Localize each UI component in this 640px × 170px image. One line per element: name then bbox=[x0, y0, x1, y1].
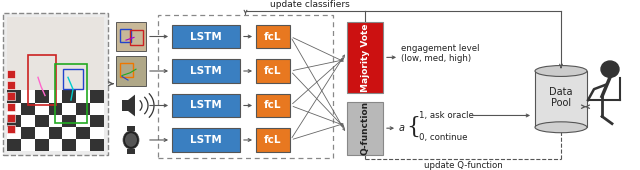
Text: Data
Pool: Data Pool bbox=[549, 87, 573, 108]
Bar bbox=[21, 139, 35, 151]
FancyBboxPatch shape bbox=[7, 16, 104, 151]
FancyBboxPatch shape bbox=[172, 128, 240, 152]
Bar bbox=[49, 139, 63, 151]
Text: fcL: fcL bbox=[264, 31, 282, 41]
Text: update Q-function: update Q-function bbox=[424, 161, 502, 170]
Bar bbox=[76, 103, 90, 115]
Ellipse shape bbox=[125, 133, 137, 147]
FancyBboxPatch shape bbox=[116, 22, 146, 51]
Bar bbox=[7, 127, 21, 139]
Bar bbox=[49, 115, 63, 127]
FancyBboxPatch shape bbox=[3, 13, 108, 155]
Bar bbox=[7, 139, 21, 151]
Bar bbox=[90, 103, 104, 115]
Bar bbox=[122, 100, 128, 111]
FancyBboxPatch shape bbox=[116, 56, 146, 86]
Bar bbox=[90, 139, 104, 151]
Bar bbox=[49, 90, 63, 103]
Bar bbox=[63, 103, 76, 115]
Bar bbox=[7, 103, 15, 111]
Bar bbox=[35, 90, 49, 103]
Bar bbox=[21, 103, 35, 115]
Bar bbox=[127, 126, 135, 131]
Circle shape bbox=[601, 61, 619, 77]
FancyBboxPatch shape bbox=[347, 22, 383, 93]
Text: fcL: fcL bbox=[264, 66, 282, 76]
Bar bbox=[90, 127, 104, 139]
Bar bbox=[7, 16, 104, 90]
Text: Majority Vote: Majority Vote bbox=[360, 23, 369, 92]
FancyBboxPatch shape bbox=[172, 59, 240, 83]
Text: LSTM: LSTM bbox=[190, 66, 222, 76]
Bar bbox=[7, 125, 15, 133]
Bar bbox=[7, 70, 15, 78]
Bar bbox=[7, 90, 21, 103]
Ellipse shape bbox=[123, 131, 139, 149]
Polygon shape bbox=[128, 95, 135, 116]
FancyBboxPatch shape bbox=[256, 59, 290, 83]
Ellipse shape bbox=[535, 122, 587, 133]
Bar bbox=[7, 115, 21, 127]
Bar bbox=[7, 92, 15, 100]
Bar bbox=[76, 90, 90, 103]
Text: fcL: fcL bbox=[264, 135, 282, 145]
Bar bbox=[49, 127, 63, 139]
Bar bbox=[35, 139, 49, 151]
Bar bbox=[127, 149, 135, 154]
Bar bbox=[90, 90, 104, 103]
Text: engagement level
(low, med, high): engagement level (low, med, high) bbox=[401, 44, 479, 63]
FancyBboxPatch shape bbox=[172, 25, 240, 48]
Text: Q-function: Q-function bbox=[360, 101, 369, 155]
Bar bbox=[90, 115, 104, 127]
Bar bbox=[63, 115, 76, 127]
Bar bbox=[21, 127, 35, 139]
Text: 0, continue: 0, continue bbox=[419, 133, 467, 142]
Bar bbox=[21, 115, 35, 127]
Bar bbox=[35, 115, 49, 127]
Bar bbox=[49, 103, 63, 115]
FancyBboxPatch shape bbox=[256, 128, 290, 152]
Bar bbox=[76, 127, 90, 139]
Bar bbox=[35, 103, 49, 115]
Bar bbox=[21, 90, 35, 103]
Text: LSTM: LSTM bbox=[190, 100, 222, 110]
Text: 1, ask oracle: 1, ask oracle bbox=[419, 111, 474, 120]
Ellipse shape bbox=[535, 66, 587, 76]
FancyBboxPatch shape bbox=[347, 102, 383, 155]
Text: a: a bbox=[399, 123, 405, 133]
FancyBboxPatch shape bbox=[256, 94, 290, 117]
Text: update classifiers: update classifiers bbox=[270, 0, 350, 9]
Bar bbox=[7, 114, 15, 122]
Bar bbox=[63, 127, 76, 139]
Bar bbox=[63, 90, 76, 103]
Bar bbox=[7, 81, 15, 89]
Text: LSTM: LSTM bbox=[190, 135, 222, 145]
Bar bbox=[63, 139, 76, 151]
Text: LSTM: LSTM bbox=[190, 31, 222, 41]
Bar bbox=[76, 139, 90, 151]
FancyBboxPatch shape bbox=[172, 94, 240, 117]
Bar bbox=[76, 115, 90, 127]
FancyBboxPatch shape bbox=[256, 25, 290, 48]
Bar bbox=[535, 71, 587, 127]
Bar bbox=[35, 127, 49, 139]
Text: fcL: fcL bbox=[264, 100, 282, 110]
Text: {: { bbox=[406, 115, 420, 137]
Bar bbox=[7, 103, 21, 115]
